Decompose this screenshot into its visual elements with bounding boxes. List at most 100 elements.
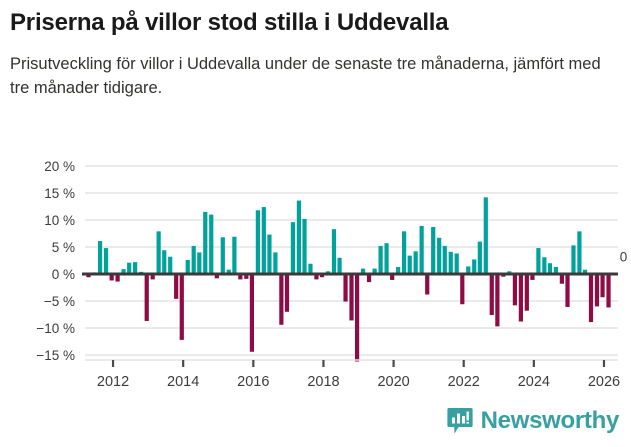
x-axis-tick-label: 2014 <box>167 374 199 390</box>
bar <box>296 200 301 274</box>
bar <box>337 257 342 274</box>
bar <box>407 255 412 274</box>
x-axis-tick-label: 2022 <box>448 374 480 390</box>
bar <box>121 269 126 274</box>
bar <box>214 274 219 279</box>
y-axis-tick-label: −5 % <box>44 294 75 309</box>
bar <box>162 250 167 274</box>
x-axis-tick-label: 2020 <box>377 374 409 390</box>
bar <box>261 207 266 274</box>
bar <box>378 245 383 274</box>
bar <box>582 269 588 274</box>
bar <box>197 252 202 274</box>
bar <box>384 243 389 274</box>
bar <box>115 274 120 282</box>
bar <box>168 256 173 274</box>
y-axis-tick-label: 10 % <box>44 213 75 228</box>
chart-canvas: 20 %15 %10 %5 %0 %−5 %−10 %−15 % 2012 201… <box>36 159 631 390</box>
bar <box>144 274 149 321</box>
bar <box>290 222 296 274</box>
bar-chart-speech-bubble-icon <box>447 408 473 434</box>
chart-annotations: 0 % <box>620 250 631 265</box>
bar <box>565 274 570 307</box>
x-axis-tick-label: 2016 <box>237 374 269 390</box>
bar <box>349 274 354 321</box>
bar <box>249 274 255 352</box>
bar <box>524 274 529 311</box>
bar <box>314 274 319 280</box>
bar <box>238 274 243 280</box>
bar <box>588 274 594 323</box>
bar <box>559 274 564 284</box>
bar <box>460 274 465 305</box>
zero-value-annotation: 0 % <box>620 250 631 265</box>
x-axis-tick-label: 2024 <box>518 374 550 390</box>
bar <box>495 274 500 327</box>
bar <box>413 251 418 274</box>
bar <box>472 259 477 274</box>
bar <box>133 262 138 274</box>
infographic-page: Priserna på villor stod stilla i Uddeval… <box>0 8 631 447</box>
bar <box>431 227 436 274</box>
page-title: Priserna på villor stod stilla i Uddeval… <box>10 9 449 36</box>
y-axis-tick-label: 20 % <box>44 159 75 174</box>
bar <box>109 274 114 281</box>
bar <box>402 231 407 274</box>
bar <box>284 274 290 312</box>
bar <box>372 268 377 274</box>
x-axis-tick-label: 2012 <box>97 374 129 390</box>
bar <box>103 248 109 274</box>
bar <box>606 274 611 308</box>
bar <box>489 274 494 316</box>
bar <box>600 274 605 298</box>
y-axis-tick-label: 0 % <box>52 267 75 282</box>
bar <box>390 274 395 280</box>
bars <box>86 197 611 362</box>
x-axis: 2012 2014 2016 2018 2020 2022 2024 2026 <box>85 359 620 390</box>
bar <box>244 274 249 279</box>
bar <box>437 237 442 274</box>
bar <box>577 231 582 274</box>
bar <box>571 245 576 274</box>
bar <box>86 274 91 278</box>
brand-footer: Newsworthy <box>447 407 619 435</box>
bar <box>536 248 541 274</box>
bar <box>553 266 559 274</box>
bar <box>209 214 214 274</box>
bar <box>150 274 155 280</box>
bar <box>267 234 272 274</box>
bar <box>483 197 488 274</box>
y-axis-tick-label: 5 % <box>52 240 75 255</box>
bar <box>308 263 313 274</box>
x-axis-tick-label: 2026 <box>588 374 620 390</box>
bar <box>454 253 459 274</box>
bar <box>542 257 547 274</box>
bar <box>226 269 231 274</box>
bar <box>255 210 260 274</box>
bar <box>518 274 523 322</box>
bar <box>530 274 535 280</box>
bar <box>477 241 482 274</box>
bar <box>302 218 307 274</box>
bar <box>366 274 372 283</box>
bar <box>220 237 225 274</box>
bar <box>156 231 161 274</box>
y-axis-tick-label: 15 % <box>44 186 75 201</box>
y-axis-tick-label: −15 % <box>36 348 75 363</box>
bar <box>331 229 337 274</box>
page-subtitle: Prisutveckling för villor i Uddevalla un… <box>10 55 601 97</box>
bar <box>127 262 132 274</box>
bar <box>425 274 430 295</box>
brand-name: Newsworthy <box>480 407 620 434</box>
bar <box>355 274 360 362</box>
bar <box>232 236 237 274</box>
bar <box>279 274 284 325</box>
bar <box>419 225 424 274</box>
bar <box>547 263 553 274</box>
bar <box>512 274 518 306</box>
x-axis-tick-label: 2018 <box>307 374 339 390</box>
bar <box>273 252 278 274</box>
bar <box>466 266 471 274</box>
bar <box>594 274 600 307</box>
y-axis-labels: 20 % 15 % 10 % 5 % 0 % −5 % −10 % −15 % <box>36 159 75 363</box>
